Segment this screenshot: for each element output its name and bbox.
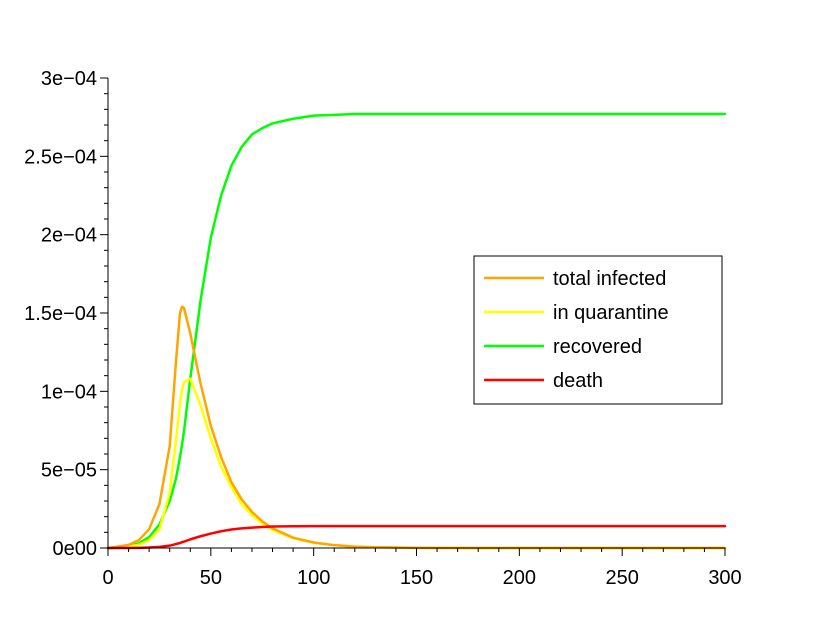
legend-label-1: in quarantine	[553, 302, 669, 324]
legend-label-0: total infected	[553, 268, 666, 290]
axes: 0 50 100 150 200 250 300 0e00 5e−05 1e−04 1.5e−04 2…	[24, 68, 742, 589]
series-line-3	[106, 524, 727, 550]
x-tick-label-2: 100	[297, 567, 330, 589]
y-tick-label-5: 2.5e−04	[24, 146, 97, 168]
y-tick-label-6: 3e−04	[41, 68, 97, 90]
y-tick-label-2: 1e−04	[41, 381, 97, 403]
y-tick-label-3: 1.5e−04	[24, 303, 97, 325]
legend-label-2: recovered	[553, 336, 642, 358]
x-tick-label-4: 200	[503, 567, 536, 589]
x-tick-label-3: 150	[400, 567, 433, 589]
legend-label-3: death	[553, 370, 603, 392]
x-tick-label-0: 0	[102, 567, 113, 589]
y-tick-label-0: 0e00	[53, 538, 98, 560]
y-tick-label-4: 2e−04	[41, 225, 97, 247]
y-tick-label-1: 5e−05	[41, 460, 97, 482]
legend: total infected in quarantine recovered deat…	[473, 255, 723, 405]
x-tick-label-5: 250	[605, 567, 638, 589]
x-tick-label-6: 300	[708, 567, 741, 589]
x-tick-label-1: 50	[200, 567, 222, 589]
